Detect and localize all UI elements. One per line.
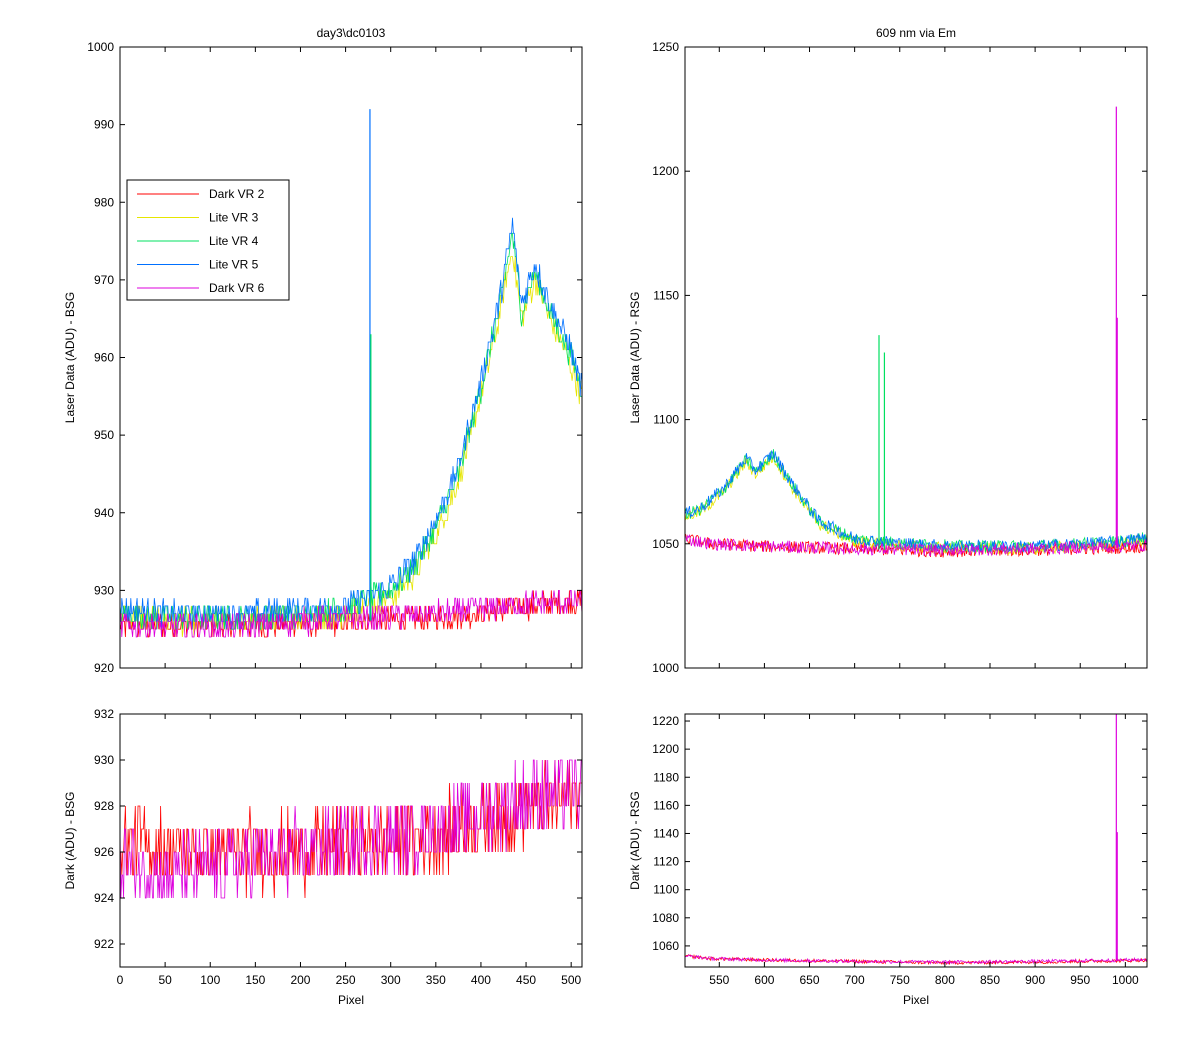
series-group — [120, 759, 582, 899]
x-axis-label: Pixel — [338, 993, 364, 1007]
legend-entry: Dark VR 6 — [209, 281, 265, 295]
y-tick-label: 1050 — [652, 537, 679, 551]
series-line-lite-vr-4 — [685, 449, 1147, 554]
plot-frame — [119, 46, 583, 669]
y-tick-label: 1160 — [653, 798, 679, 812]
y-tick-label: 920 — [94, 661, 114, 675]
y-tick-label: 990 — [94, 118, 114, 132]
y-tick-label: 1180 — [653, 770, 679, 784]
panel-top-right: 1000 1050 1100 1150 1200 1250 609 nm via Em Las… — [628, 26, 1148, 675]
y-axis-label: Dark (ADU) - BSG — [63, 791, 77, 889]
legend-box — [126, 179, 290, 301]
y-tick-label: 1000 — [87, 40, 114, 54]
y-tick-label: 980 — [94, 195, 114, 209]
panel-top-left: 920 930 940 950 960 970 980 990 1000 day3\dc0103 L… — [63, 26, 583, 675]
y-tick-label: 930 — [94, 583, 114, 597]
chart-title: 609 nm via Em — [876, 26, 956, 40]
y-tick-label: 940 — [94, 506, 114, 520]
x-tick-label: 350 — [426, 973, 446, 987]
y-tick-label: 970 — [94, 273, 114, 287]
y-tick-label: 1000 — [652, 661, 679, 675]
legend-entry: Dark VR 2 — [209, 187, 265, 201]
y-tick-label: 926 — [94, 845, 114, 859]
x-tick-label: 700 — [845, 973, 865, 987]
x-tick-label: 900 — [1025, 973, 1045, 987]
series-group — [120, 109, 582, 638]
x-tick-label: 850 — [980, 973, 1000, 987]
x-tick-label: 550 — [709, 973, 729, 987]
x-tick-label: 250 — [336, 973, 356, 987]
series-line-dark-vr-6 — [120, 590, 582, 638]
y-tick-label: 1150 — [653, 288, 679, 302]
x-tick-label: 400 — [471, 973, 491, 987]
x-tick-label: 600 — [754, 973, 774, 987]
y-axis-label: Laser Data (ADU) - RSG — [628, 291, 642, 423]
x-tick-label: 0 — [117, 973, 124, 987]
y-tick-label: 922 — [94, 937, 114, 951]
x-tick-label: 500 — [561, 973, 581, 987]
x-tick-label: 950 — [1070, 973, 1090, 987]
x-tick-label: 750 — [890, 973, 910, 987]
y-tick-label: 1120 — [653, 855, 679, 869]
y-tick-label: 1060 — [652, 939, 679, 953]
plot-frame — [684, 46, 1148, 669]
panel-bottom-right: 550 600 650 700 750 800 850 900 950 1000 1060 1080 1… — [628, 713, 1148, 1007]
series-group — [685, 714, 1147, 966]
y-tick-label: 960 — [94, 351, 114, 365]
legend-entry: Lite VR 5 — [209, 258, 259, 272]
y-tick-label: 1100 — [653, 413, 679, 427]
y-tick-label: 924 — [94, 891, 114, 905]
series-group — [685, 106, 1147, 558]
x-tick-label: 300 — [381, 973, 401, 987]
legend-entry: Lite VR 4 — [209, 234, 259, 248]
x-tick-label: 650 — [800, 973, 820, 987]
x-tick-label: 800 — [935, 973, 955, 987]
y-tick-label: 950 — [94, 428, 114, 442]
plot-frame — [119, 713, 583, 968]
legend-entry: Lite VR 3 — [209, 211, 259, 225]
y-tick-label: 1200 — [652, 164, 679, 178]
y-tick-label: 1220 — [652, 714, 679, 728]
series-line-dark-vr-6 — [120, 759, 582, 899]
chart-title: day3\dc0103 — [317, 26, 386, 40]
x-tick-label: 100 — [200, 973, 220, 987]
series-line-lite-vr-5 — [685, 449, 1147, 553]
x-tick-label: 150 — [245, 973, 265, 987]
series-line-dark-vr-6 — [685, 954, 1147, 965]
series-line-dark-vr-6 — [685, 533, 1147, 557]
y-tick-label: 1100 — [653, 883, 679, 897]
x-tick-label: 50 — [158, 973, 172, 987]
y-tick-label: 930 — [94, 753, 114, 767]
y-tick-label: 928 — [94, 799, 114, 813]
y-axis-label: Laser Data (ADU) - BSG — [63, 292, 77, 423]
series-line-lite-vr-3 — [120, 256, 582, 638]
y-tick-label: 932 — [94, 707, 114, 721]
y-tick-label: 1200 — [652, 742, 679, 756]
panel-bottom-left: 0 50 100 150 200 250 300 350 400 450 500 922 924 926 9… — [63, 707, 583, 1007]
x-tick-label: 1000 — [1112, 973, 1139, 987]
x-axis-label: Pixel — [903, 993, 929, 1007]
y-axis-label: Dark (ADU) - RSG — [628, 791, 642, 890]
series-line-dark-vr-2 — [120, 759, 582, 899]
series-line-lite-vr-3 — [685, 451, 1147, 556]
y-tick-label: 1250 — [652, 40, 679, 54]
x-tick-label: 200 — [290, 973, 310, 987]
legend: Dark VR 2 Lite VR 3 Lite VR 4 Lite VR 5 Dark… — [126, 179, 290, 301]
y-tick-label: 1080 — [652, 911, 679, 925]
y-tick-label: 1140 — [653, 826, 679, 840]
x-tick-label: 450 — [516, 973, 536, 987]
plot-frame — [684, 713, 1148, 968]
